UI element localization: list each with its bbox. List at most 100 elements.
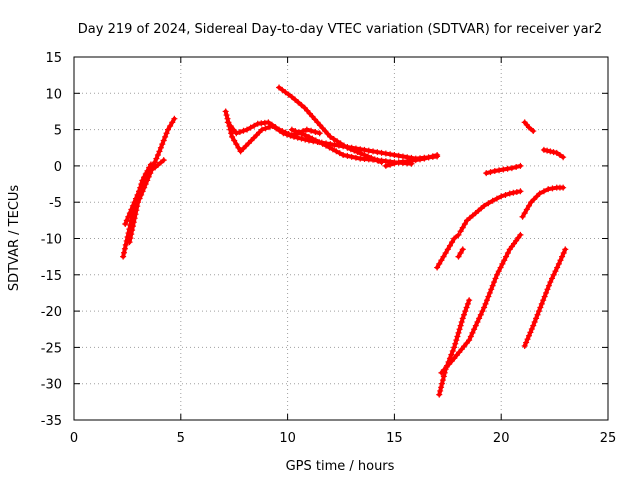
data-point (553, 149, 560, 156)
data-point (457, 228, 464, 235)
data-point (451, 235, 458, 242)
data-point (256, 129, 263, 136)
series-arc-n (438, 231, 524, 376)
data-point (129, 227, 136, 234)
data-point (458, 346, 465, 353)
data-point (344, 144, 351, 151)
data-point (126, 239, 133, 246)
data-point (544, 147, 551, 154)
series-arc-i (434, 231, 462, 271)
data-point (129, 223, 136, 230)
data-point (506, 190, 513, 197)
data-point (327, 133, 334, 140)
data-point (329, 146, 336, 153)
data-point (233, 130, 240, 137)
y-tick-label: 5 (54, 124, 62, 139)
data-point (499, 260, 506, 267)
data-point (519, 213, 526, 220)
data-point (489, 197, 496, 204)
y-axis-label: SDTVAR / TECUs (7, 185, 22, 292)
data-point (492, 275, 499, 282)
series-arc-k (455, 246, 466, 260)
data-point (449, 239, 456, 246)
data-point (556, 152, 563, 159)
data-point (444, 246, 451, 253)
data-point (469, 329, 476, 336)
data-point (245, 140, 252, 147)
data-point (131, 215, 138, 222)
data-point (288, 126, 295, 133)
data-point (540, 146, 547, 153)
x-tick-label: 5 (177, 431, 185, 446)
data-point (323, 142, 330, 149)
data-point (333, 148, 340, 155)
data-point (242, 142, 249, 149)
data-point (491, 167, 498, 174)
data-point (448, 351, 455, 358)
data-point (288, 93, 295, 100)
series-arc-f (276, 84, 385, 166)
data-point (361, 146, 368, 153)
data-point (459, 315, 466, 322)
y-tick-label: 10 (45, 87, 62, 102)
data-point (279, 128, 286, 135)
data-point (295, 99, 302, 106)
data-point (557, 257, 564, 264)
data-point (481, 304, 488, 311)
data-point (240, 145, 247, 152)
data-point (250, 134, 257, 141)
y-tick-label: -20 (41, 305, 62, 320)
data-point (453, 352, 460, 359)
x-tick-label: 0 (70, 431, 78, 446)
data-point (150, 162, 157, 169)
data-point (316, 139, 323, 146)
data-point (421, 155, 428, 162)
data-point (525, 202, 532, 209)
data-point (485, 200, 492, 207)
data-point (331, 141, 338, 148)
data-point (549, 185, 556, 192)
series-line (458, 189, 523, 234)
data-point (282, 129, 289, 136)
data-point (479, 308, 486, 315)
data-point (228, 130, 235, 137)
data-point (154, 152, 161, 159)
data-point (471, 326, 478, 333)
data-point (128, 231, 135, 238)
data-point (504, 250, 511, 257)
data-point (527, 329, 534, 336)
data-point (533, 315, 540, 322)
data-point (134, 203, 141, 210)
data-point (340, 142, 347, 149)
data-point (139, 188, 146, 195)
grid-lines (74, 57, 608, 420)
data-point (144, 177, 151, 184)
data-point (244, 126, 251, 133)
data-point (489, 282, 496, 289)
data-point (148, 166, 155, 173)
data-point (531, 318, 538, 325)
data-point (439, 380, 446, 387)
data-point (159, 141, 166, 148)
data-point (495, 268, 502, 275)
series-arc-d (222, 108, 441, 162)
data-point (391, 152, 398, 159)
series-arc-l (483, 162, 524, 177)
data-point (141, 184, 148, 191)
data-point (466, 297, 473, 304)
data-point (229, 133, 236, 140)
data-point (138, 191, 145, 198)
data-point (429, 153, 436, 160)
data-point (130, 219, 137, 226)
data-point (412, 157, 419, 164)
data-point (135, 199, 142, 206)
data-point (486, 289, 493, 296)
series-arc-q (521, 119, 537, 135)
data-point (395, 152, 402, 159)
x-tick-label: 25 (600, 431, 617, 446)
data-point (536, 190, 543, 197)
data-point (122, 241, 129, 248)
data-point (436, 391, 443, 398)
data-point (248, 137, 255, 144)
